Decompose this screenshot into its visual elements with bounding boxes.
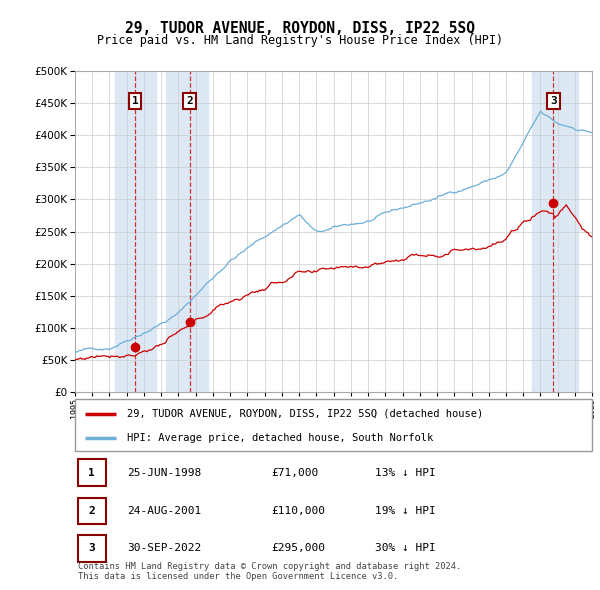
Text: 25-JUN-1998: 25-JUN-1998 [127,468,201,477]
Text: 2: 2 [88,506,95,516]
Text: 29, TUDOR AVENUE, ROYDON, DISS, IP22 5SQ (detached house): 29, TUDOR AVENUE, ROYDON, DISS, IP22 5SQ… [127,409,483,419]
Text: 29, TUDOR AVENUE, ROYDON, DISS, IP22 5SQ: 29, TUDOR AVENUE, ROYDON, DISS, IP22 5SQ [125,21,475,35]
Text: 24-AUG-2001: 24-AUG-2001 [127,506,201,516]
FancyBboxPatch shape [75,399,592,451]
Text: 19% ↓ HPI: 19% ↓ HPI [375,506,436,516]
Bar [532,71,578,392]
Text: 13% ↓ HPI: 13% ↓ HPI [375,468,436,477]
Text: 30-SEP-2022: 30-SEP-2022 [127,543,201,553]
Text: 1: 1 [88,468,95,477]
Text: Contains HM Land Registry data © Crown copyright and database right 2024.
This d: Contains HM Land Registry data © Crown c… [77,562,461,582]
Text: 3: 3 [88,543,95,553]
Text: HPI: Average price, detached house, South Norfolk: HPI: Average price, detached house, Sout… [127,434,433,443]
Text: 30% ↓ HPI: 30% ↓ HPI [375,543,436,553]
Text: 3: 3 [550,96,557,106]
Text: £71,000: £71,000 [272,468,319,477]
Text: 1: 1 [131,96,139,106]
FancyBboxPatch shape [77,459,106,486]
FancyBboxPatch shape [77,498,106,525]
Bar [166,71,208,392]
Bar [115,71,156,392]
Text: Price paid vs. HM Land Registry's House Price Index (HPI): Price paid vs. HM Land Registry's House … [97,34,503,47]
Text: £110,000: £110,000 [272,506,326,516]
Text: 2: 2 [186,96,193,106]
Text: £295,000: £295,000 [272,543,326,553]
FancyBboxPatch shape [77,535,106,562]
